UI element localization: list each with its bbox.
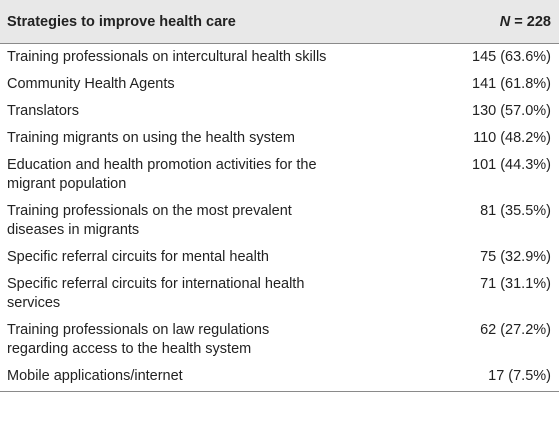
strategy-label: Specific referral circuits for internati… [7, 276, 305, 311]
strategy-label: Community Health Agents [7, 76, 175, 92]
table-header: Strategies to improve health care N = 22… [0, 0, 559, 44]
table-row: Community Health Agents 141 (61.8%) [0, 71, 559, 98]
row-strategy: Education and health promotion activitie… [0, 152, 445, 198]
header-strategy: Strategies to improve health care [0, 0, 445, 44]
table-row: Mobile applications/internet 17 (7.5%) [0, 363, 559, 392]
table-row: Education and health promotion activitie… [0, 152, 559, 198]
row-value: 17 (7.5%) [445, 363, 559, 392]
row-value: 81 (35.5%) [480, 203, 551, 219]
row-strategy: Mobile applications/internet [0, 363, 445, 392]
table-row: Specific referral circuits for internati… [0, 271, 559, 317]
row-strategy: Community Health Agents [0, 71, 445, 98]
strategy-label: Training migrants on using the health sy… [7, 130, 295, 146]
row-value: 75 (32.9%) [480, 249, 551, 265]
row-value: 130 (57.0%) [472, 103, 551, 119]
row-strategy: Specific referral circuits for mental he… [0, 244, 445, 271]
strategy-label: Training professionals on law regulation… [7, 322, 270, 357]
strategy-label: Mobile applications/internet [7, 368, 183, 384]
header-n-symbol: N [499, 13, 511, 30]
strategies-table: Strategies to improve health care N = 22… [0, 0, 559, 392]
row-strategy: Training professionals on the most preva… [0, 198, 445, 244]
table-row: Training migrants on using the health sy… [0, 125, 559, 152]
row-value: 145 (63.6%) [472, 49, 551, 65]
strategy-label: Specific referral circuits for mental he… [7, 249, 269, 265]
table-row: Translators 130 (57.0%) [0, 98, 559, 125]
table-row: Training professionals on intercultural … [0, 44, 559, 72]
table-row: Training professionals on the most preva… [0, 198, 559, 244]
row-value: 71 (31.1%) [480, 276, 551, 292]
row-value: 62 (27.2%) [480, 322, 551, 338]
header-sample-size: N = 228 [445, 0, 559, 44]
row-value: 141 (61.8%) [472, 76, 551, 92]
table-row: Specific referral circuits for mental he… [0, 244, 559, 271]
row-strategy: Translators [0, 98, 445, 125]
row-strategy: Specific referral circuits for internati… [0, 271, 445, 317]
header-n-value: = 228 [510, 13, 551, 30]
row-value: 110 (48.2%) [473, 130, 551, 146]
strategy-label: Training professionals on intercultural … [7, 49, 327, 65]
strategy-label: Translators [7, 103, 79, 119]
header-row: Strategies to improve health care N = 22… [0, 0, 559, 44]
row-value: 101 (44.3%) [472, 157, 551, 173]
row-strategy: Training migrants on using the health sy… [0, 125, 445, 152]
table-row: Training professionals on law regulation… [0, 317, 559, 363]
row-strategy: Training professionals on law regulation… [0, 317, 445, 363]
strategy-label: Education and health promotion activitie… [7, 157, 317, 192]
strategy-label: Training professionals on the most preva… [7, 203, 292, 238]
row-strategy: Training professionals on intercultural … [0, 44, 445, 72]
table-body: Training professionals on intercultural … [0, 44, 559, 392]
